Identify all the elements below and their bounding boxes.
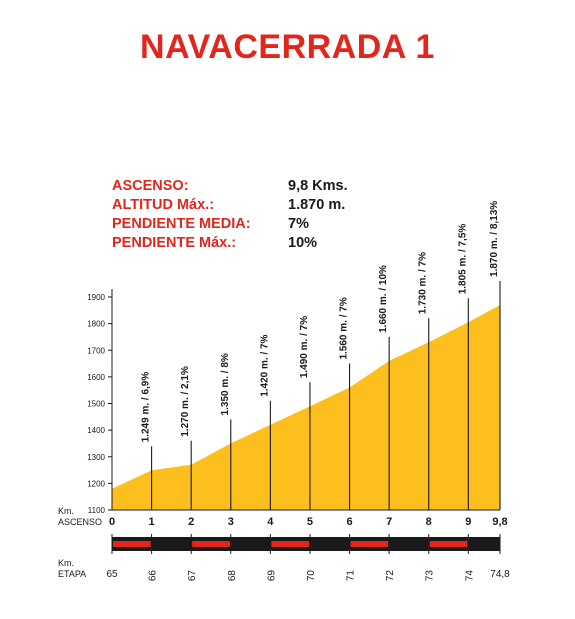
stat-value: 9,8 Kms. [288, 178, 348, 194]
altitude-annotation: 1.270 m. / 2,1% [180, 366, 191, 437]
altitude-annotation: 1.249 m. / 6,9% [141, 372, 152, 443]
ascenso-tick-label: 9,8 [492, 516, 507, 528]
etapa-tick-label: 70 [306, 570, 317, 582]
ascenso-tick-label: 3 [228, 516, 234, 528]
ascenso-axis-label: ASCENSO [58, 517, 102, 527]
stat-value: 10% [288, 235, 318, 251]
etapa-tick-label: 68 [227, 570, 238, 582]
stat-label: PENDIENTE Máx.: [112, 235, 237, 251]
km-bar-segment [231, 541, 270, 547]
etapa-tick-label: 74 [464, 570, 475, 582]
altitude-annotation: 1.350 m. / 8% [220, 353, 231, 415]
y-tick-label: 1900 [87, 293, 105, 302]
etapa-tick-label: 73 [425, 570, 436, 582]
ascenso-tick-label: 8 [426, 516, 432, 528]
y-tick-label: 1400 [87, 426, 105, 435]
km-bar-segment [192, 541, 230, 547]
stat-value: 7% [288, 216, 309, 232]
altitude-annotation: 1.730 m. / 7% [418, 252, 429, 314]
page-title: NAVACERRADA 1 [140, 28, 435, 66]
etapa-tick-label: 69 [266, 570, 277, 582]
y-tick-label: 1800 [87, 320, 105, 329]
km-bar-segment [271, 541, 309, 547]
ascenso-axis-label-km: Km. [58, 506, 74, 516]
km-bar-segment [469, 541, 499, 547]
ascenso-tick-label: 0 [109, 516, 115, 528]
ascenso-tick-label: 1 [149, 516, 155, 528]
etapa-tick-label: 74,8 [490, 569, 510, 580]
y-tick-label: 1500 [87, 400, 105, 409]
etapa-tick-label: 71 [346, 570, 357, 582]
km-bar-segment [350, 541, 389, 547]
altitude-annotation: 1.490 m. / 7% [299, 316, 310, 378]
km-bar-segment [113, 541, 151, 547]
altitude-annotation: 1.660 m. / 10% [378, 265, 389, 333]
etapa-axis-label: ETAPA [58, 569, 86, 579]
profile-area [112, 305, 500, 510]
altitude-annotation: 1.420 m. / 7% [259, 334, 270, 396]
etapa-axis-label-km: Km. [58, 558, 74, 568]
etapa-tick-label: 66 [148, 570, 159, 582]
stat-value: 1.870 m. [288, 197, 346, 213]
ascenso-tick-label: 5 [307, 516, 313, 528]
etapa-tick-label: 65 [106, 569, 118, 580]
stat-label: ASCENSO: [112, 178, 189, 194]
altitude-annotation: 1.870 m. / 8,13% [489, 201, 500, 277]
stat-label: ALTITUD Máx.: [112, 197, 215, 213]
altitude-annotation: 1.805 m. / 7,5% [457, 224, 468, 295]
km-bar-segment [310, 541, 349, 547]
y-tick-label: 1600 [87, 373, 105, 382]
y-tick-label: 1700 [87, 346, 105, 355]
y-tick-label: 1100 [88, 506, 106, 515]
etapa-tick-label: 72 [385, 570, 396, 582]
km-bar-segment [429, 541, 468, 547]
ascenso-tick-label: 2 [188, 516, 194, 528]
altitude-annotation: 1.560 m. / 7% [339, 297, 350, 359]
ascenso-tick-label: 9 [465, 516, 471, 528]
ascenso-tick-label: 6 [346, 516, 352, 528]
km-bar-segment [152, 541, 191, 547]
y-tick-label: 1200 [87, 479, 105, 488]
km-bar-segment [390, 541, 428, 547]
y-tick-label: 1300 [87, 453, 105, 462]
ascenso-tick-label: 4 [267, 516, 274, 528]
stat-label: PENDIENTE MEDIA: [112, 216, 251, 232]
etapa-tick-label: 67 [187, 570, 198, 582]
ascenso-tick-label: 7 [386, 516, 392, 528]
